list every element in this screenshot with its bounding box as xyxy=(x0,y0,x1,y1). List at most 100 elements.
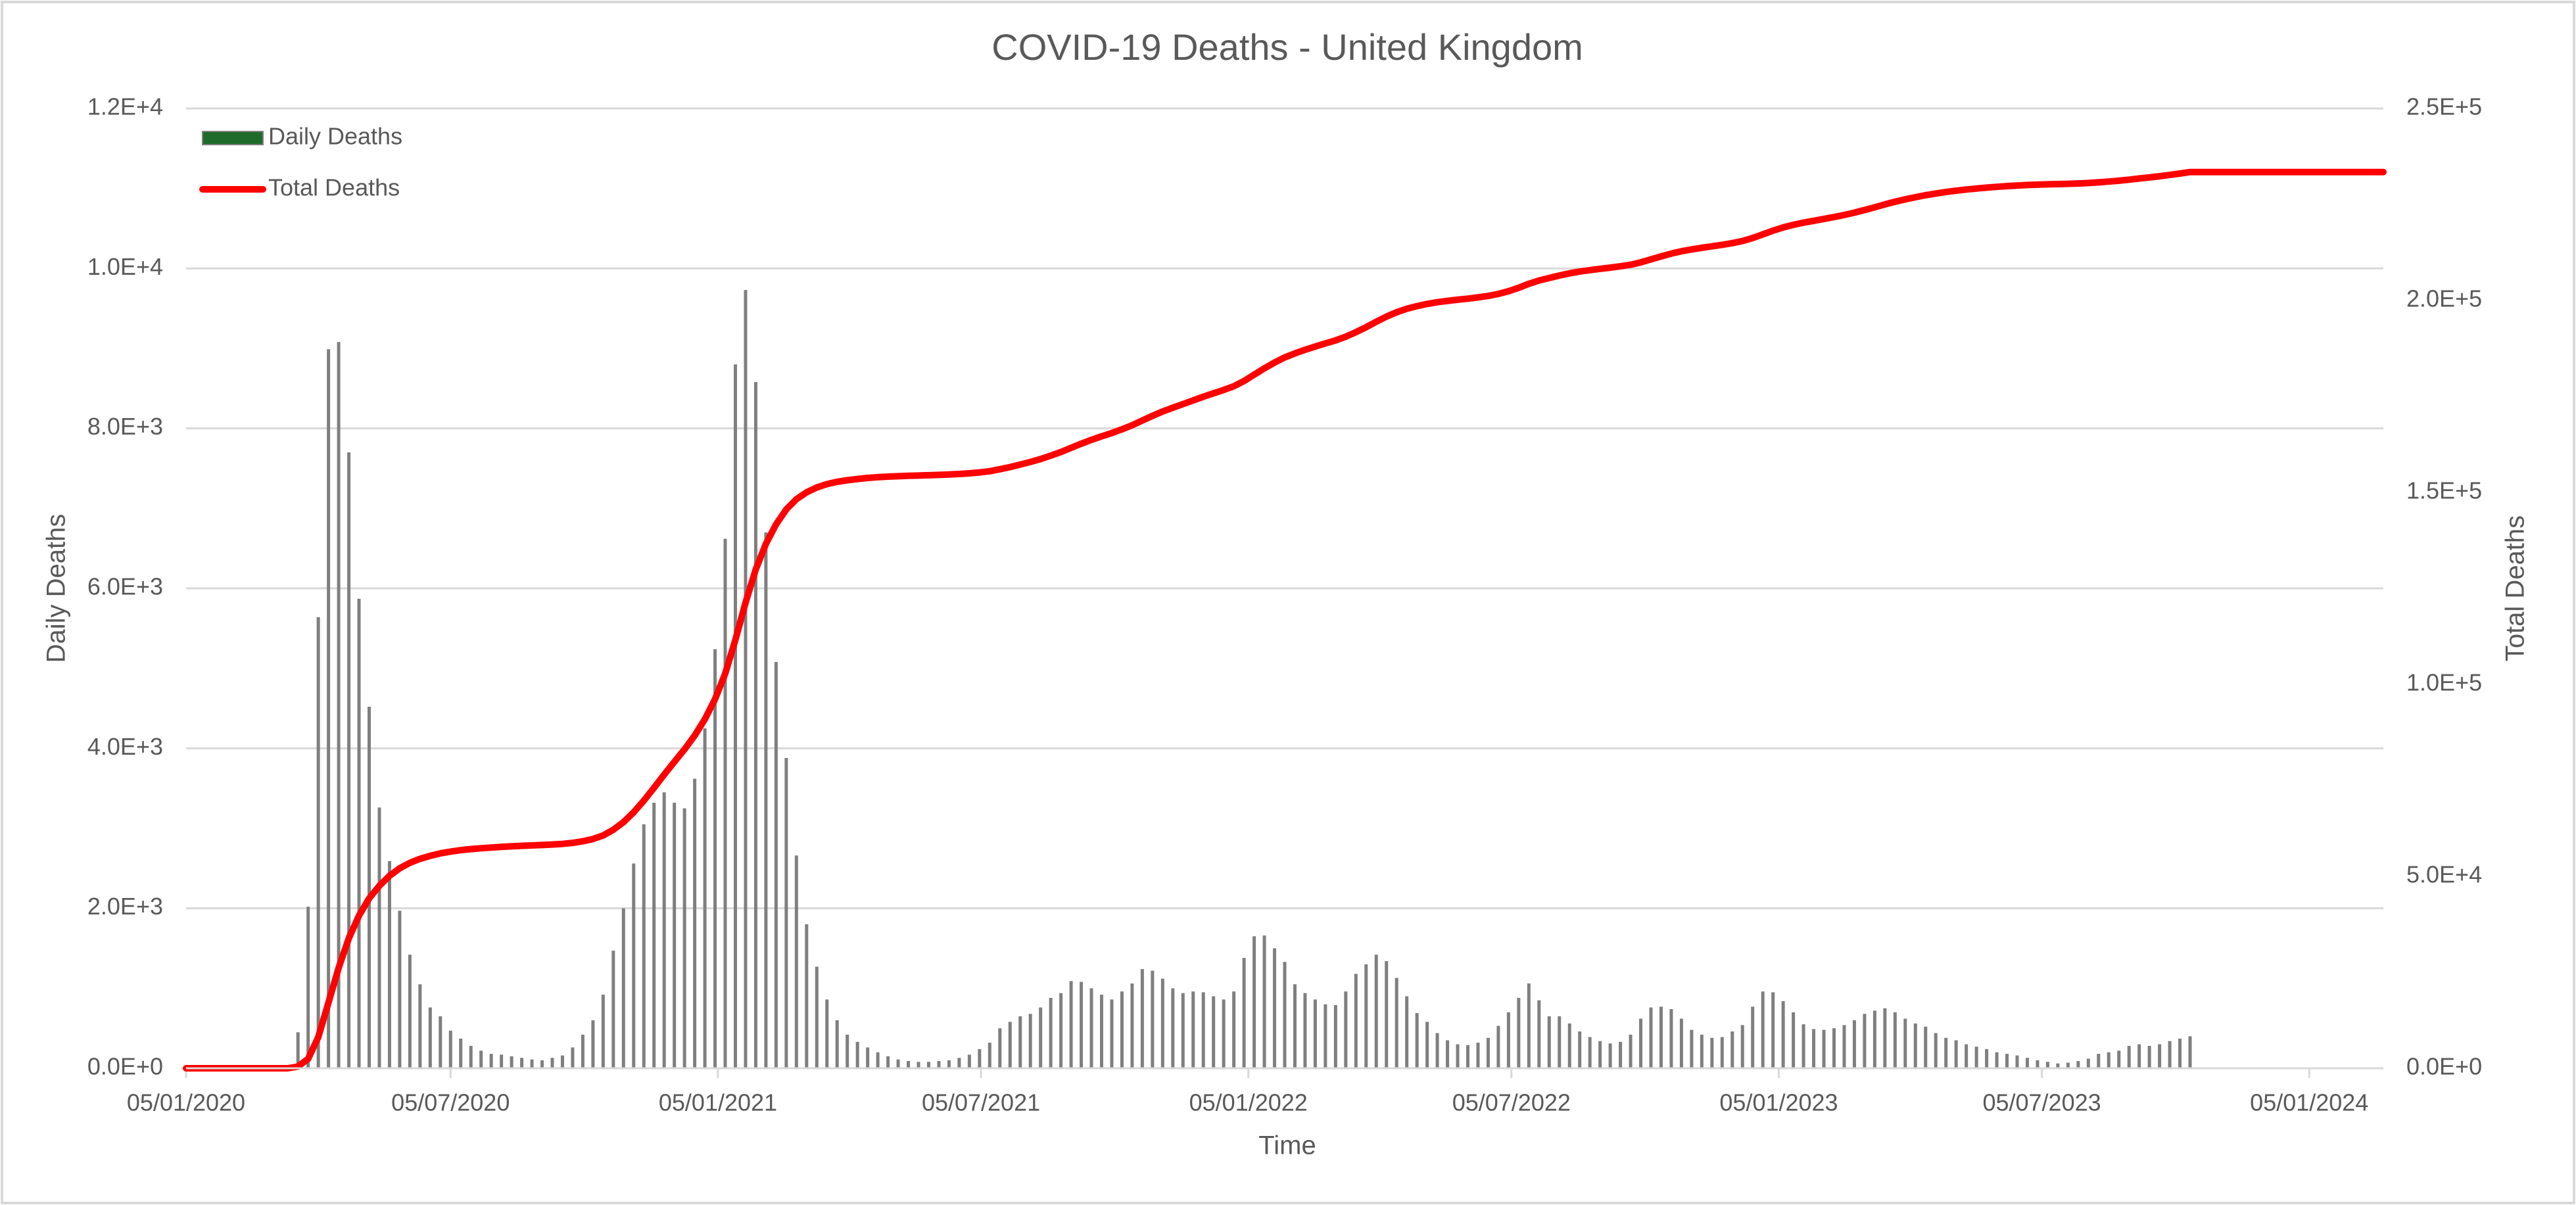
bar xyxy=(2005,1054,2009,1068)
bar xyxy=(926,1062,930,1068)
bar xyxy=(377,807,381,1068)
bar xyxy=(1415,1013,1419,1068)
bar xyxy=(1120,991,1124,1068)
y2-tick-label: 0.0E+0 xyxy=(2406,1053,2482,1080)
bar xyxy=(1974,1047,1978,1068)
bar xyxy=(1608,1043,1612,1068)
bar xyxy=(1283,962,1287,1068)
x-axis-title: Time xyxy=(1258,1131,1316,1160)
bar xyxy=(866,1047,870,1068)
legend-label: Daily Deaths xyxy=(268,123,402,150)
bar xyxy=(1486,1037,1490,1068)
legend-swatch xyxy=(202,131,264,145)
bar xyxy=(947,1060,951,1068)
bar xyxy=(1080,981,1084,1068)
bar xyxy=(642,824,646,1068)
bar xyxy=(896,1059,900,1068)
bar xyxy=(439,1016,442,1068)
bar xyxy=(2097,1054,2101,1068)
bar xyxy=(693,778,697,1068)
bar xyxy=(1049,997,1053,1068)
bar xyxy=(1130,983,1134,1068)
y2-tick-label: 1.0E+5 xyxy=(2406,669,2482,696)
bar xyxy=(886,1056,890,1068)
x-tick-label: 05/01/2021 xyxy=(659,1089,777,1116)
bar xyxy=(1792,1012,1796,1068)
y2-tick-label: 5.0E+4 xyxy=(2406,861,2482,888)
bar xyxy=(1578,1031,1582,1068)
bar xyxy=(673,803,677,1068)
bar xyxy=(2076,1061,2080,1068)
bar xyxy=(1273,948,1277,1068)
bar xyxy=(1781,1001,1785,1068)
bar xyxy=(815,966,819,1068)
bar xyxy=(1303,993,1307,1068)
y-tick-label: 0.0E+0 xyxy=(87,1053,163,1080)
bar xyxy=(1151,970,1155,1068)
y-tick-label: 4.0E+3 xyxy=(87,733,163,760)
bar xyxy=(1924,1026,1928,1068)
bar xyxy=(1517,997,1521,1068)
bar xyxy=(1832,1028,1836,1068)
bar xyxy=(316,617,320,1068)
bar xyxy=(1232,991,1236,1068)
bar xyxy=(1690,1029,1694,1068)
bar xyxy=(1852,1020,1856,1068)
bar xyxy=(2117,1051,2121,1068)
bar xyxy=(418,984,422,1068)
bar xyxy=(1872,1010,1876,1068)
bar xyxy=(1598,1041,1602,1068)
bar xyxy=(1456,1044,1460,1068)
bar xyxy=(621,908,625,1068)
bar xyxy=(1679,1018,1683,1068)
bar xyxy=(713,649,717,1068)
bar xyxy=(835,1020,839,1068)
bar xyxy=(357,598,361,1068)
bar xyxy=(469,1045,473,1068)
bar xyxy=(2107,1052,2111,1068)
bar xyxy=(1354,974,1358,1068)
bar xyxy=(1395,978,1398,1068)
bar xyxy=(591,1020,595,1068)
bar xyxy=(937,1061,941,1068)
bar xyxy=(1619,1041,1623,1068)
bar xyxy=(957,1058,961,1068)
bar xyxy=(988,1043,991,1068)
bar xyxy=(1293,984,1297,1068)
bar xyxy=(1140,969,1144,1068)
bar xyxy=(1547,1016,1551,1068)
y-tick-label: 1.2E+4 xyxy=(87,93,163,120)
bar xyxy=(1039,1007,1043,1068)
bar xyxy=(520,1058,524,1068)
bar xyxy=(632,863,636,1068)
bar xyxy=(1822,1029,1826,1068)
bar xyxy=(581,1034,584,1068)
bar xyxy=(1669,1008,1673,1068)
bar xyxy=(1028,1014,1032,1068)
bar xyxy=(489,1054,493,1068)
bar xyxy=(428,1007,432,1068)
bar xyxy=(1212,996,1216,1068)
bar xyxy=(723,538,727,1068)
y2-tick-label: 2.0E+5 xyxy=(2406,285,2482,312)
bar xyxy=(1425,1022,1429,1068)
bar xyxy=(448,1030,452,1068)
bar xyxy=(1649,1007,1653,1068)
bar xyxy=(1700,1034,1704,1068)
bar xyxy=(327,349,331,1068)
bar xyxy=(2066,1062,2070,1068)
bar xyxy=(1242,958,1246,1068)
bar xyxy=(1740,1025,1744,1068)
x-tick-label: 05/01/2020 xyxy=(127,1089,245,1116)
legend-label: Total Deaths xyxy=(268,174,400,201)
x-tick-label: 05/07/2023 xyxy=(1982,1089,2101,1116)
bar xyxy=(1222,999,1226,1068)
bar xyxy=(2025,1058,2029,1068)
bar xyxy=(2188,1036,2192,1068)
bar xyxy=(825,999,829,1068)
bar xyxy=(1812,1029,1816,1068)
y-tick-label: 8.0E+3 xyxy=(87,413,163,440)
bar xyxy=(398,910,402,1068)
